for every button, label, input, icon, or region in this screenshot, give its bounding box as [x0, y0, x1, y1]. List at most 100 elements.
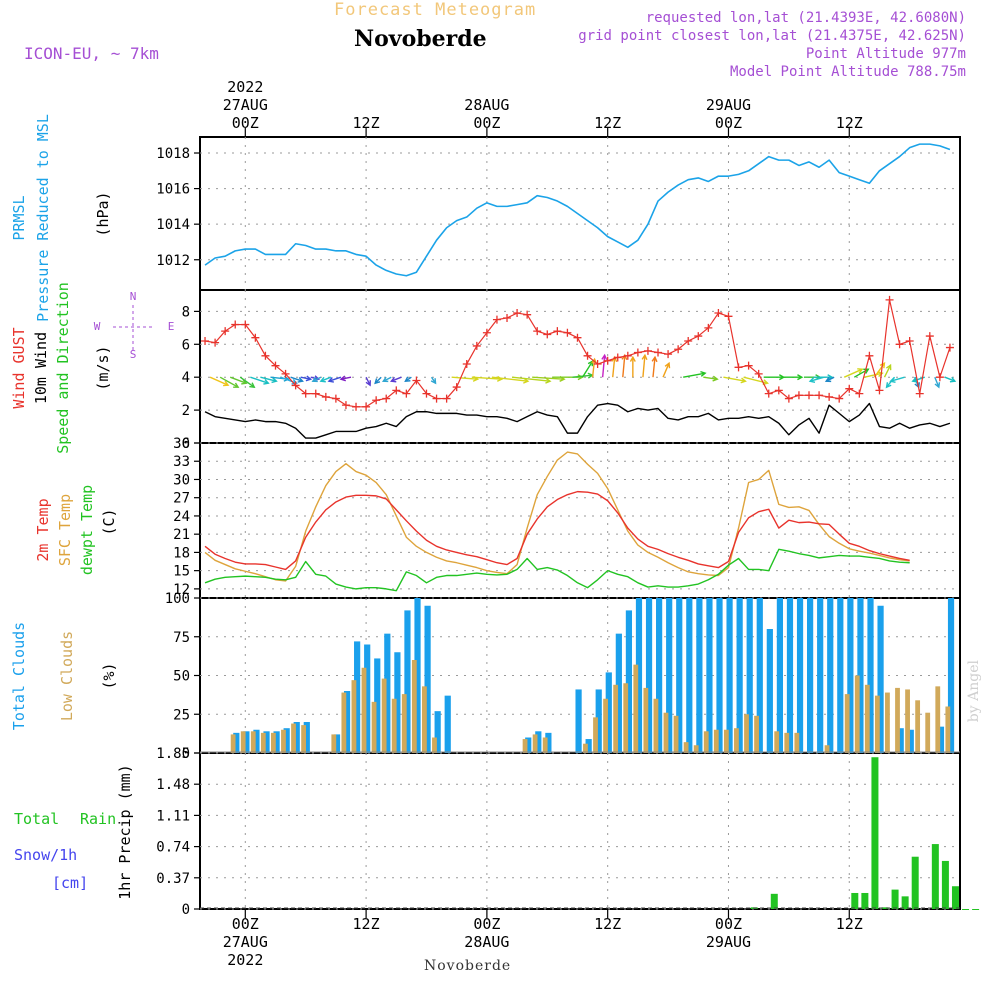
watermark: by Angel	[966, 660, 982, 723]
bar-total-clouds	[625, 610, 633, 753]
bar-total-clouds	[645, 598, 653, 753]
wind-arrow	[743, 376, 768, 384]
ytick-label-temp: 21	[173, 527, 190, 543]
bar-total-clouds	[444, 695, 451, 753]
bar-low-clouds	[945, 706, 951, 753]
bar-low-clouds	[703, 731, 709, 753]
gust-marker	[523, 310, 532, 319]
bar-rain	[881, 907, 889, 909]
gust-marker	[261, 351, 270, 360]
wind-arrow-head	[885, 382, 892, 389]
bar-low-clouds	[230, 734, 236, 753]
gust-marker	[875, 386, 884, 395]
bar-total-clouds	[877, 605, 884, 753]
chart-marks	[113, 143, 980, 910]
wind-arrow	[723, 376, 746, 382]
gust-marker	[744, 361, 753, 370]
bar-low-clouds	[663, 712, 669, 753]
ytick-label-temp: 27	[173, 491, 190, 507]
bar-rain	[901, 896, 909, 909]
wind-arrow	[683, 372, 706, 378]
bar-total-clouds	[817, 598, 824, 753]
label-total-clouds: Total Clouds	[10, 622, 28, 730]
wind-arrow	[250, 376, 269, 384]
wind-arrow-head	[223, 380, 230, 387]
bar-total-clouds	[343, 691, 351, 753]
gust-marker	[885, 295, 894, 304]
gust-marker	[865, 351, 874, 360]
ytick-label-temp: 15	[173, 564, 190, 580]
bar-total-clouds	[303, 722, 310, 753]
ytick-label-temp: 30	[173, 472, 190, 488]
bar-low-clouds	[391, 698, 397, 753]
wind-arrow-head	[249, 382, 256, 389]
bar-total-clouds	[354, 641, 361, 753]
wind-arrow	[642, 355, 646, 378]
bar-low-clouds	[734, 728, 739, 753]
wind-arrow-head	[339, 375, 346, 382]
wind-arrow-head	[365, 380, 371, 387]
bar-total-clouds	[535, 731, 542, 753]
gust-marker	[553, 327, 562, 336]
wind-arrow-head	[291, 378, 298, 385]
compass-west: W	[94, 320, 101, 333]
xtick-label-top: 00Z	[473, 114, 500, 132]
wind-arrow	[864, 372, 883, 378]
wind-arrow-head	[381, 376, 389, 383]
gust-marker	[271, 361, 280, 370]
gust-marker	[684, 337, 693, 345]
bar-low-clouds	[623, 683, 629, 753]
gust-marker	[654, 348, 663, 357]
ytick-label-clouds: 50	[173, 669, 190, 685]
bar-low-clouds	[713, 729, 719, 753]
panel-frame-pressure	[199, 136, 961, 291]
wind-arrow	[662, 362, 670, 378]
bar-low-clouds	[341, 692, 347, 753]
wind-arrow-head	[651, 355, 658, 363]
gust-marker	[311, 389, 320, 398]
xtick-date-top: 27AUG	[223, 96, 268, 114]
series-prmsl	[204, 143, 951, 277]
gust-marker	[321, 392, 330, 401]
xtick-date-bottom: 27AUG	[223, 933, 268, 951]
xtick-label-top: 00Z	[232, 114, 259, 132]
bar-low-clouds	[653, 698, 659, 753]
model-label: ICON-EU, ~ 7km	[24, 44, 159, 63]
series-sfc-temp	[204, 451, 910, 582]
gust-marker	[301, 389, 310, 398]
xtick-label-bottom: 00Z	[232, 915, 259, 933]
compass-south: S	[130, 348, 137, 361]
bar-total-clouds	[283, 728, 290, 753]
bar-total-clouds	[585, 739, 592, 753]
series-2m-temp	[204, 490, 910, 571]
bar-total-clouds	[947, 598, 955, 753]
gust-marker	[724, 312, 733, 321]
ytick-label-clouds: 25	[173, 707, 190, 723]
label-c: (C)	[100, 508, 118, 535]
wind-arrow	[320, 376, 332, 382]
bar-total-clouds	[766, 629, 773, 753]
bar-total-clouds	[686, 598, 693, 753]
label-snow: Snow/1h	[14, 846, 77, 864]
gust-marker	[221, 327, 230, 336]
bar-low-clouds	[915, 700, 921, 753]
wind-arrow-head	[778, 374, 786, 381]
gust-marker	[764, 389, 773, 398]
bar-low-clouds	[411, 660, 417, 753]
chart-subtitle: Forecast Meteogram	[334, 0, 537, 20]
wind-arrow-head	[629, 355, 636, 362]
bar-low-clouds	[784, 732, 790, 753]
gust-marker	[674, 345, 683, 354]
xtick-label-bottom: 12Z	[836, 915, 863, 933]
series-wind-gust	[204, 299, 951, 408]
wind-arrow-head	[827, 374, 834, 381]
ytick-label-temp: 18	[173, 545, 190, 561]
gust-marker	[734, 363, 743, 372]
bar-total-clouds	[666, 598, 673, 753]
gust-marker	[945, 343, 954, 352]
series-10m-wind	[204, 402, 951, 439]
wind-arrow	[209, 376, 229, 386]
gust-marker	[543, 330, 552, 339]
wind-arrow	[328, 376, 342, 382]
gust-marker	[422, 389, 431, 398]
